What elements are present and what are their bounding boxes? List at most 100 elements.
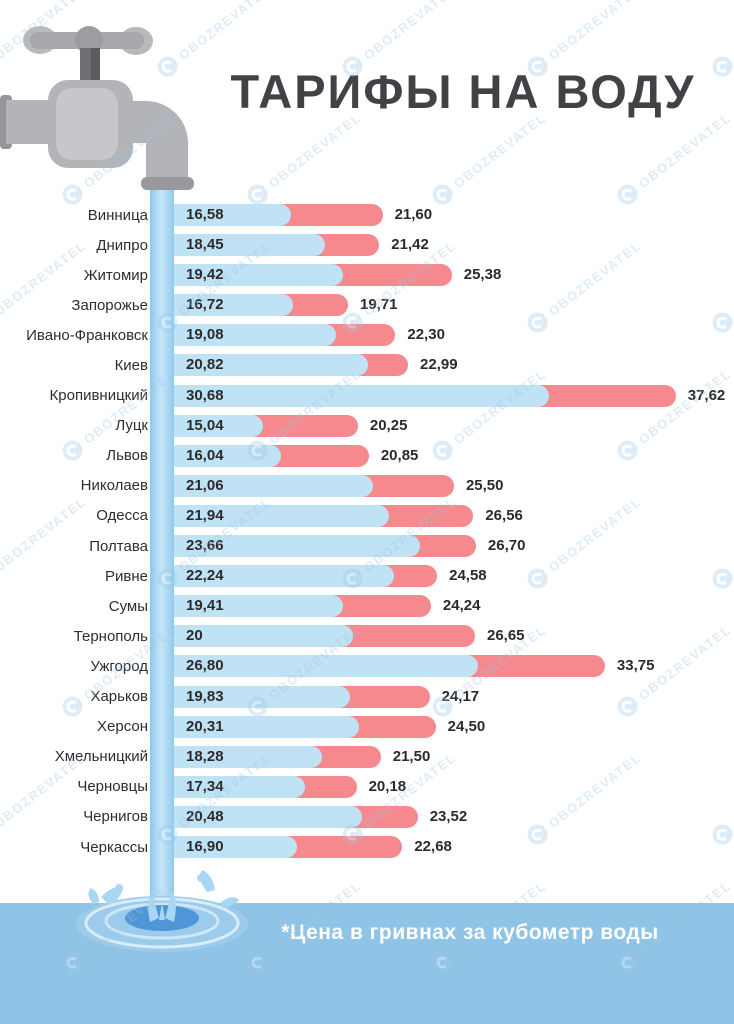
water-splash-icon: [76, 870, 248, 952]
page-title: ТАРИФЫ НА ВОДУ: [230, 65, 696, 118]
tariff-bar-blue: 16,90: [152, 835, 297, 858]
chart-row: Киев 20,82 22,99: [0, 350, 734, 380]
blue-value-label: 20,82: [186, 356, 224, 374]
chart-row: Запорожье 16,72 19,71: [0, 290, 734, 320]
bar-track: 20,48 23,52: [152, 802, 734, 832]
pink-value-label: 24,58: [449, 567, 487, 585]
chart-row: Черновцы 17,34 20,18: [0, 772, 734, 802]
chart-row: Луцк 15,04 20,25: [0, 411, 734, 441]
city-label: Винница: [87, 206, 148, 224]
city-label: Киев: [114, 357, 148, 375]
pink-value-label: 25,38: [463, 266, 502, 284]
blue-value-label: 20,48: [186, 807, 224, 825]
pink-value-label: 25,50: [465, 476, 504, 494]
blue-value-label: 15,04: [186, 416, 224, 434]
blue-value-label: 16,58: [186, 206, 224, 223]
city-label: Тернополь: [73, 627, 148, 645]
pink-value-label: 33,75: [616, 657, 655, 675]
faucet-body-icon: [0, 80, 194, 190]
tariff-bar-blue: 19,08: [152, 324, 337, 347]
city-label: Черновцы: [77, 778, 148, 796]
bar-track: 16,90 22,68: [152, 832, 734, 862]
watermark-text: OBOZREVATEL: [360, 0, 459, 63]
bar-chart: Винница 16,58 21,60 Днипро 18,45 21,42 Ж…: [0, 200, 734, 862]
city-label: Ивано-Франковск: [26, 326, 148, 344]
blue-value-label: 18,45: [186, 236, 224, 254]
bar-track: 21,94 26,56: [152, 501, 734, 531]
tariff-bar-blue: 20,82: [152, 354, 369, 377]
chart-row: Одесса 21,94 26,56: [0, 501, 734, 531]
tariff-bar-blue: 16,58: [152, 204, 291, 226]
blue-value-label: 19,41: [186, 597, 224, 615]
chart-row: Днипро 18,45 21,42: [0, 230, 734, 260]
pink-value-label: 20,18: [368, 777, 407, 795]
chart-row: Ужгород 26,80 33,75: [0, 651, 734, 681]
tariff-bar-blue: 18,28: [152, 745, 322, 768]
bar-track: 20,31 24,50: [152, 712, 734, 742]
blue-value-label: 19,83: [186, 687, 224, 705]
city-label: Полтава: [89, 537, 148, 555]
watermark-text: OBOZREVATEL: [635, 109, 734, 191]
pink-value-label: 22,68: [414, 837, 452, 855]
pink-value-label: 21,42: [391, 236, 429, 254]
bar-track: 23,66 26,70: [152, 531, 734, 561]
pink-value-label: 37,62: [687, 386, 726, 404]
blue-value-label: 30,68: [186, 386, 224, 404]
chart-row: Чернигов 20,48 23,52: [0, 802, 734, 832]
faucet-icon: [0, 26, 194, 190]
city-label: Ривне: [105, 567, 148, 585]
chart-row: Винница 16,58 21,60: [0, 200, 734, 230]
chart-row: Херсон 20,31 24,50: [0, 712, 734, 742]
city-label: Херсон: [97, 718, 148, 736]
city-label: Черкассы: [80, 838, 148, 856]
blue-value-label: 16,72: [186, 296, 224, 314]
tariff-bar-blue: 19,42: [152, 264, 343, 287]
chart-row: Ивано-Франковск 19,08 22,30: [0, 320, 734, 350]
watermark: OBOZREVATEL: [428, 107, 551, 209]
bar-track: 21,06 25,50: [152, 471, 734, 501]
chart-row: Житомир 19,42 25,38: [0, 260, 734, 290]
tariff-bar-blue: 19,83: [152, 685, 351, 708]
tariff-bar-blue: 18,45: [152, 234, 325, 257]
pink-value-label: 23,52: [429, 807, 468, 825]
tariff-bar-blue: 26,80: [152, 655, 478, 678]
watermark-text: OBOZREVATEL: [450, 109, 549, 191]
tariff-bar-blue: 19,41: [152, 595, 343, 618]
bar-track: 19,08 22,30: [152, 320, 734, 350]
city-label: Николаев: [80, 477, 148, 495]
bar-track: 16,58 21,60: [152, 200, 734, 230]
city-label: Сумы: [108, 597, 148, 615]
tariff-bar-blue: 16,72: [152, 294, 294, 317]
city-label: Чернигов: [83, 808, 148, 826]
tariff-bar-blue: 21,94: [152, 504, 389, 527]
chart-row: Ривне 22,24 24,58: [0, 561, 734, 591]
chart-row: Николаев 21,06 25,50: [0, 471, 734, 501]
tariff-bar-blue: 20,31: [152, 715, 359, 738]
water-stream: [150, 176, 174, 918]
pink-value-label: 19,71: [359, 296, 398, 314]
blue-value-label: 17,34: [186, 777, 224, 795]
bar-track: 16,04 20,85: [152, 441, 734, 471]
chart-row: Хмельницкий 18,28 21,50: [0, 742, 734, 772]
watermark: OBOZREVATEL: [613, 107, 734, 209]
chart-row: Львов 16,04 20,85: [0, 441, 734, 471]
pink-value-label: 24,24: [442, 597, 481, 615]
footnote: *Цена в гривнах за кубометр воды: [281, 921, 659, 944]
tariff-bar-blue: 15,04: [152, 414, 263, 437]
city-label: Запорожье: [71, 296, 148, 314]
chart-row: Черкассы 16,90 22,68: [0, 832, 734, 862]
blue-value-label: 19,42: [186, 266, 224, 284]
pink-value-label: 22,30: [407, 326, 445, 344]
blue-value-label: 19,08: [186, 326, 224, 344]
tariff-bar-blue: 23,66: [152, 535, 421, 558]
city-label: Днипро: [96, 236, 148, 254]
tariff-bar-blue: 20: [152, 625, 354, 648]
city-label: Львов: [106, 447, 148, 465]
blue-value-label: 16,04: [186, 446, 224, 464]
tariff-bar-blue: 30,68: [152, 384, 549, 407]
pink-value-label: 20,25: [369, 416, 408, 434]
blue-value-label: 20,31: [186, 717, 224, 735]
pink-value-label: 20,85: [380, 446, 419, 464]
bar-track: 20 26,65: [152, 621, 734, 651]
